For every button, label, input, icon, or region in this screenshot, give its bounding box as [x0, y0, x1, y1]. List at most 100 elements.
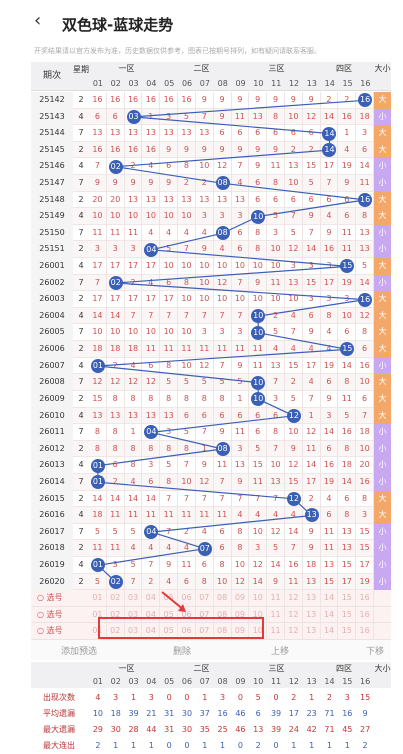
select-number[interactable]: 05 [160, 606, 179, 624]
miss-cell: 3 [196, 324, 214, 342]
select-label[interactable]: ○ 选号 [37, 626, 63, 636]
select-number[interactable]: 03 [125, 623, 143, 641]
miss-cell: 10 [178, 208, 196, 226]
miss-cell: 6 [160, 274, 179, 292]
select-number[interactable]: 10 [249, 606, 268, 624]
select-label[interactable]: ○ 选号 [37, 609, 63, 619]
select-number[interactable]: 12 [285, 623, 303, 641]
miss-cell: 8 [321, 307, 339, 325]
select-number[interactable]: 10 [249, 623, 268, 641]
select-number[interactable]: 06 [178, 623, 196, 641]
miss-cell: 13 [321, 556, 339, 574]
select-number[interactable]: 12 [285, 590, 303, 608]
miss-cell: 13 [160, 407, 179, 425]
select-number[interactable]: 08 [214, 590, 232, 608]
select-number[interactable]: 11 [267, 623, 285, 641]
select-number[interactable]: 06 [178, 590, 196, 608]
chevron-down-icon[interactable]: ⌄ [162, 13, 173, 27]
select-number[interactable]: 11 [267, 590, 285, 608]
select-number[interactable]: 08 [214, 606, 232, 624]
select-number[interactable]: 11 [267, 606, 285, 624]
miss-cell: 6 [178, 407, 196, 425]
chevron-left-icon[interactable]: ‹ [34, 10, 42, 31]
select-number[interactable]: 01 [89, 623, 107, 641]
miss-cell: 8 [125, 390, 143, 408]
add-preselect-button[interactable]: 添加预选 [61, 647, 98, 657]
miss-cell: 16 [356, 357, 374, 375]
select-number[interactable]: 02 [107, 606, 125, 624]
select-number[interactable]: 14 [321, 606, 339, 624]
week-day: 2 [78, 443, 84, 453]
miss-cell: 11 [249, 473, 268, 491]
select-number[interactable]: 16 [356, 590, 374, 608]
select-number[interactable]: 01 [89, 606, 107, 624]
select-number[interactable]: 14 [321, 623, 339, 641]
select-number[interactable]: 04 [142, 606, 161, 624]
select-number[interactable]: 10 [249, 590, 268, 608]
select-number[interactable]: 07 [196, 606, 214, 624]
select-number[interactable]: 13 [303, 590, 321, 608]
size-marker: 小 [374, 175, 391, 192]
stats-value: 39 [270, 709, 282, 718]
miss-cell: 18 [303, 556, 321, 574]
number-header: 04 [146, 79, 157, 88]
select-number[interactable]: 15 [338, 623, 357, 641]
miss-cell: 13 [285, 274, 303, 292]
select-label[interactable]: ○ 选号 [37, 593, 63, 603]
miss-cell: 5 [107, 523, 125, 541]
select-number[interactable]: 05 [160, 623, 179, 641]
select-number[interactable]: 02 [107, 623, 125, 641]
miss-cell: 8 [338, 440, 357, 458]
stats-value: 2 [95, 741, 101, 750]
move-down-button[interactable]: 下移 [366, 647, 385, 657]
select-number[interactable]: 09 [232, 623, 250, 641]
select-number[interactable]: 03 [125, 606, 143, 624]
select-number[interactable]: 13 [303, 623, 321, 641]
miss-cell: 3 [107, 556, 125, 574]
issue-header[interactable]: 期次 [42, 71, 61, 81]
select-number[interactable]: 13 [303, 606, 321, 624]
stats-value: 30 [181, 725, 193, 734]
select-number[interactable]: 15 [338, 606, 357, 624]
select-number[interactable]: 09 [232, 590, 250, 608]
select-number[interactable]: 06 [178, 606, 196, 624]
select-number[interactable]: 09 [232, 606, 250, 624]
select-number[interactable]: 12 [285, 606, 303, 624]
select-number[interactable]: 16 [356, 606, 374, 624]
miss-cell: 8 [338, 507, 357, 525]
number-header: 13 [306, 677, 317, 686]
select-number[interactable]: 04 [142, 590, 161, 608]
move-up-button[interactable]: 上移 [271, 647, 290, 657]
number-header: 07 [199, 677, 210, 686]
select-number[interactable]: 01 [89, 590, 107, 608]
select-number[interactable]: 07 [196, 623, 214, 641]
select-number[interactable]: 08 [214, 623, 232, 641]
table-row: 26012 2 8 8 8 8 8 8 1 08 3 5 7 9 11 6 8 10 小 [31, 440, 391, 458]
page-title: 双色球-蓝球走势 [62, 16, 174, 34]
select-number[interactable]: 07 [196, 590, 214, 608]
stats-value: 44 [146, 725, 157, 734]
select-number[interactable]: 14 [321, 590, 339, 608]
miss-cell: 3 [232, 440, 250, 458]
miss-cell: 9 [249, 158, 268, 176]
delete-button[interactable]: 删除 [173, 647, 192, 657]
select-number[interactable]: 02 [107, 590, 125, 608]
miss-cell: 10 [249, 291, 268, 309]
select-number[interactable]: 04 [142, 623, 161, 641]
stats-value: 39 [270, 725, 282, 734]
miss-cell: 2 [303, 490, 321, 508]
select-number[interactable]: 15 [338, 590, 357, 608]
miss-cell: 6 [232, 125, 250, 143]
miss-cell: 10 [196, 158, 214, 176]
miss-cell: 14 [89, 307, 107, 325]
issue-number: 26015 [31, 490, 73, 508]
stats-value: 17 [288, 709, 299, 718]
select-number[interactable]: 16 [356, 623, 374, 641]
miss-cell: 9 [214, 424, 232, 442]
select-number[interactable]: 03 [125, 590, 143, 608]
miss-cell: 13 [356, 224, 374, 242]
miss-cell: 7 [178, 241, 196, 259]
